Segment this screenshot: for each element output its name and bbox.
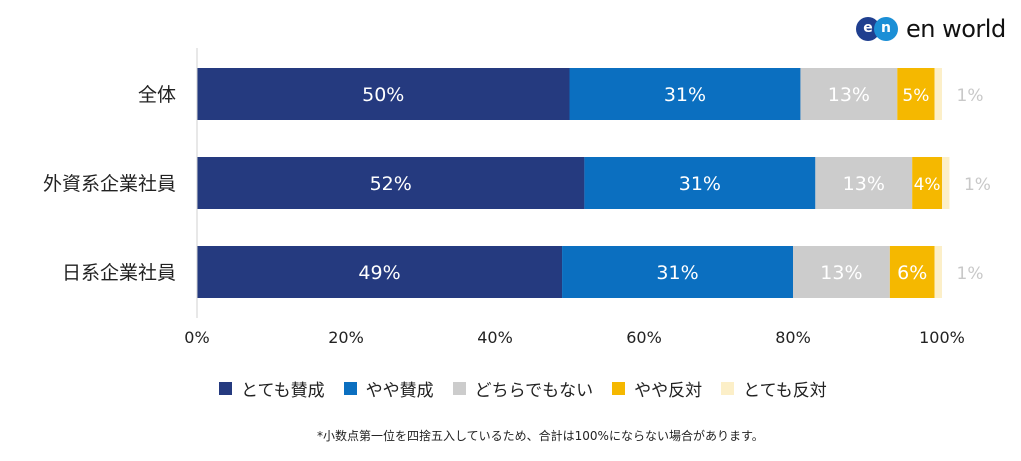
en-logo-icon: e n xyxy=(856,14,900,44)
category-label: 外資系企業社員 xyxy=(43,173,176,195)
data-label: 31% xyxy=(679,173,721,195)
legend-item: やや反対 xyxy=(612,376,702,401)
data-label: 4% xyxy=(914,175,941,195)
data-label: 13% xyxy=(820,262,862,284)
bar-segment xyxy=(584,157,816,209)
data-label: 31% xyxy=(664,84,706,106)
data-label: 6% xyxy=(897,262,927,284)
data-label: 13% xyxy=(843,173,885,195)
legend-label: とても反対 xyxy=(743,381,827,401)
x-axis-ticks: 0% 20% 40% 60% 80% 100% xyxy=(184,328,965,347)
legend-label: どちらでもない xyxy=(474,381,594,401)
legend-swatch xyxy=(452,382,466,395)
footnote: *小数点第一位を四捨五入しているため、合計は100%にならない場合があります。 xyxy=(317,429,764,443)
data-label: 49% xyxy=(358,262,400,284)
legend-item: やや賛成 xyxy=(343,376,434,401)
data-label: 50% xyxy=(362,84,404,106)
bars: 50% 31% 13% 5% 1% 52% 31% 13% 4% 1% 49% 31% 13% 6% 1% xyxy=(197,68,991,298)
bar-segment xyxy=(197,246,563,298)
bar-segment xyxy=(569,68,801,120)
x-tick-label: 80% xyxy=(775,328,811,347)
category-label: 日系企業社員 xyxy=(62,262,176,284)
legend-item: とても賛成 xyxy=(219,376,325,401)
legend-item: とても反対 xyxy=(721,376,827,401)
x-tick-label: 100% xyxy=(919,328,965,347)
x-tick-label: 40% xyxy=(477,328,513,347)
legend-swatch xyxy=(219,382,232,395)
bar-segment xyxy=(912,157,942,209)
bar-segment xyxy=(197,68,570,120)
legend: とても賛成 やや賛成 どちらでもない やや反対 とても反対 xyxy=(219,376,846,401)
legend-swatch xyxy=(612,382,626,395)
x-tick-label: 20% xyxy=(328,328,364,347)
data-label: 31% xyxy=(656,262,698,284)
logo-mark-n: n xyxy=(874,17,898,41)
bar-segment xyxy=(897,68,935,120)
bar-segment xyxy=(800,68,898,120)
legend-label: やや反対 xyxy=(634,381,703,401)
bar-segment xyxy=(562,246,793,298)
legend-swatch xyxy=(721,382,735,395)
brand-logo: e n en world xyxy=(856,14,1006,44)
data-label: 1% xyxy=(957,264,984,284)
data-label: 1% xyxy=(964,175,991,195)
bar-segment xyxy=(934,246,942,298)
bar-segment xyxy=(889,246,935,298)
bar-segment xyxy=(197,157,585,209)
category-label: 全体 xyxy=(138,84,176,106)
legend-label: とても賛成 xyxy=(241,381,325,401)
x-tick-label: 60% xyxy=(626,328,662,347)
bar-segment xyxy=(942,157,950,209)
logo-text: en world xyxy=(906,15,1006,43)
x-tick-label: 0% xyxy=(184,328,209,347)
legend-label: やや賛成 xyxy=(365,381,434,401)
legend-item: どちらでもない xyxy=(452,376,594,401)
bar-segment xyxy=(793,246,890,298)
data-label: 52% xyxy=(370,173,412,195)
data-label: 1% xyxy=(957,86,984,106)
bar-segment xyxy=(815,157,913,209)
legend-swatch xyxy=(343,382,357,395)
bar-segment xyxy=(934,68,942,120)
data-label: 13% xyxy=(828,84,870,106)
data-label: 5% xyxy=(902,86,929,106)
